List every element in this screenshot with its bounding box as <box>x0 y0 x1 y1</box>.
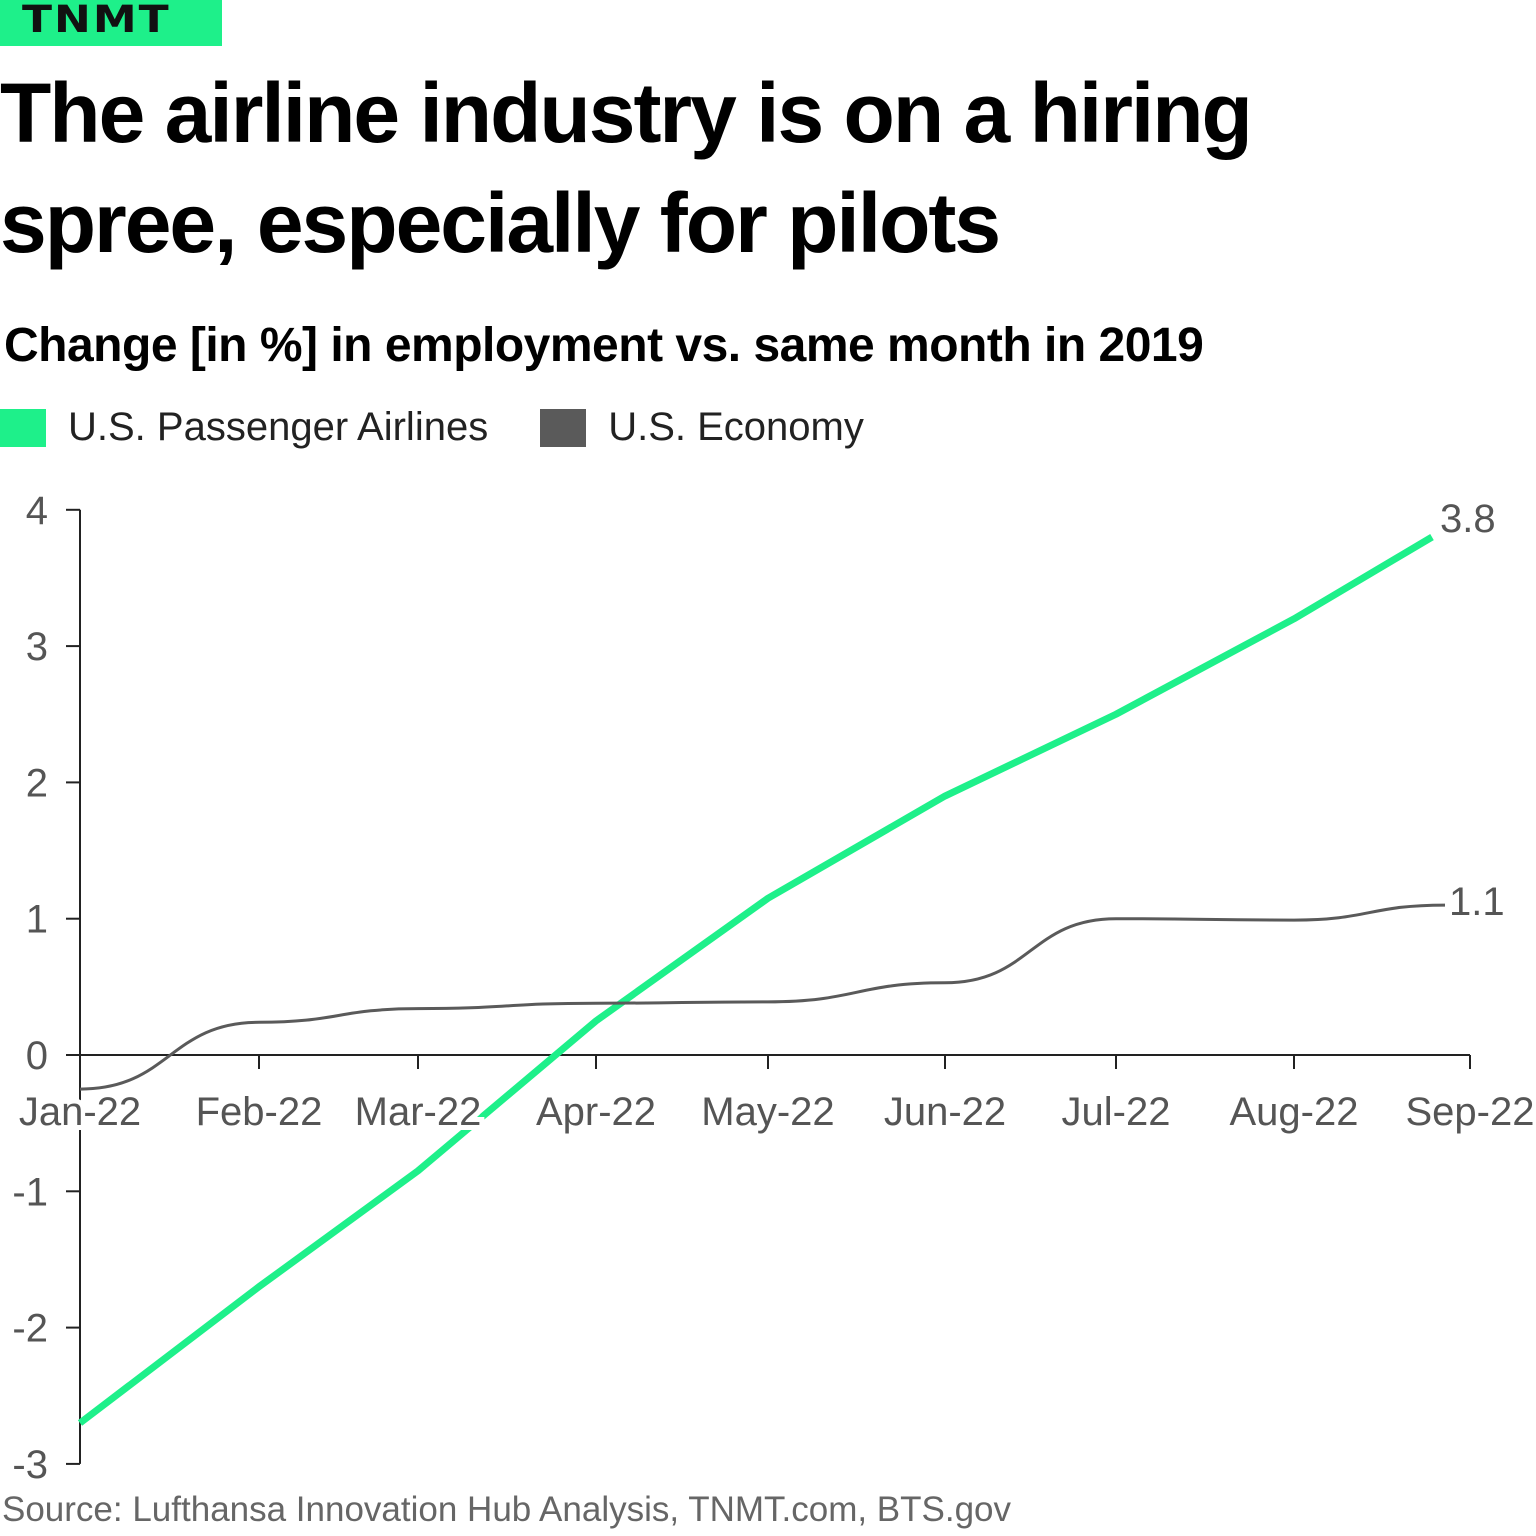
y-tick-label: 4 <box>26 489 48 533</box>
chart-title: The airline industry is on a hiring spre… <box>0 66 1253 270</box>
x-tick-label: Jun-22 <box>884 1090 1006 1134</box>
legend-swatch-economy <box>540 408 587 447</box>
x-tick-label: Mar-22 <box>355 1090 482 1134</box>
legend: U.S. Passenger Airlines U.S. Economy <box>0 405 916 450</box>
legend-item-economy: U.S. Economy <box>540 405 864 450</box>
source-note: Source: Lufthansa Innovation Hub Analysi… <box>2 1490 1012 1529</box>
series-line-airlines <box>77 534 1434 1426</box>
tnmt-logo: TNMT <box>0 0 222 46</box>
y-tick-label: 2 <box>26 761 48 805</box>
legend-label-airlines: U.S. Passenger Airlines <box>68 405 489 449</box>
legend-swatch-airlines <box>0 408 46 447</box>
x-tick-label: Jul-22 <box>1062 1090 1171 1134</box>
y-tick-label: -2 <box>12 1307 48 1351</box>
x-tick-label: Sep-22 <box>1406 1090 1535 1134</box>
chart-subtitle: Change [in %] in employment vs. same mon… <box>4 319 1204 372</box>
x-tick-label: May-22 <box>701 1090 834 1134</box>
y-tick-label: -3 <box>12 1443 48 1487</box>
end-label-economy: 1.1 <box>1449 880 1505 924</box>
y-tick-label: 3 <box>26 625 48 669</box>
legend-label-economy: U.S. Economy <box>608 405 864 449</box>
end-label-airlines: 3.8 <box>1440 497 1496 541</box>
series-line-economy <box>79 903 1446 1091</box>
x-tick-label: Aug-22 <box>1230 1090 1359 1134</box>
x-tick-label: Jan-22 <box>19 1090 141 1134</box>
y-tick-label: 0 <box>26 1034 48 1078</box>
y-tick-label: 1 <box>26 898 48 942</box>
legend-item-airlines: U.S. Passenger Airlines <box>0 405 488 450</box>
x-tick-label: Apr-22 <box>536 1090 656 1134</box>
x-tick-label: Feb-22 <box>196 1090 323 1134</box>
y-tick-label: -1 <box>12 1170 48 1214</box>
